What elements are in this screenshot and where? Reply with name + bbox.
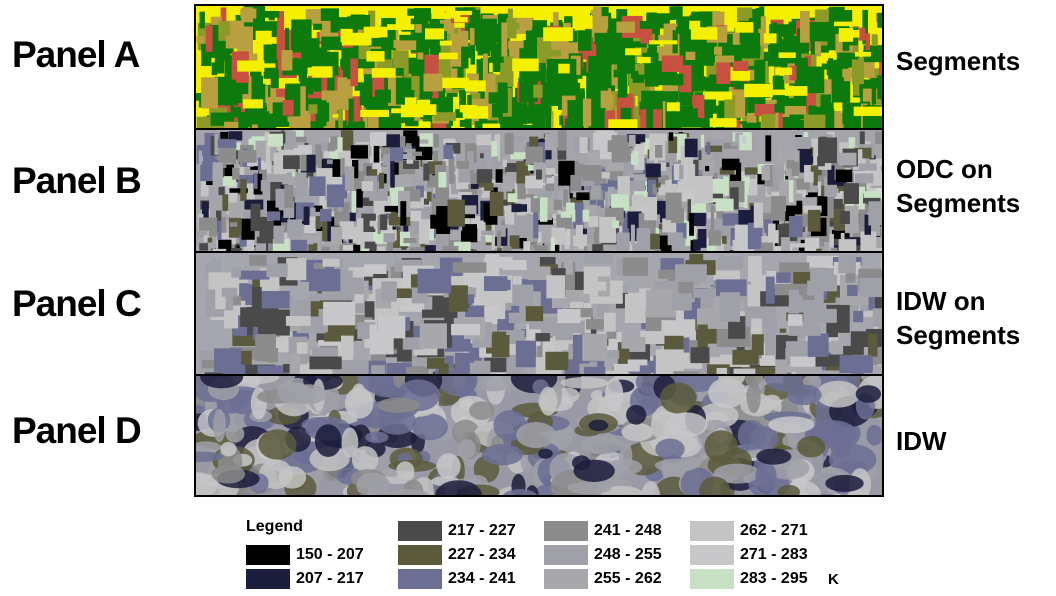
legend-range: 248 - 255 (594, 546, 662, 563)
legend-item: 271 - 283 (690, 544, 808, 566)
legend-item: 241 - 248 (544, 520, 662, 542)
legend-swatch (544, 521, 588, 541)
legend-item: 227 - 234 (398, 544, 516, 566)
legend-range: 262 - 271 (740, 522, 808, 539)
panel-b-description-line2: Segments (896, 188, 1021, 218)
legend-swatch (544, 569, 588, 589)
legend-range: 217 - 227 (448, 522, 516, 539)
legend-item: 248 - 255 (544, 544, 662, 566)
odc-raster (196, 130, 882, 251)
panel-b-description: ODC on Segments (896, 152, 1020, 220)
segments-raster (196, 6, 882, 128)
idw-segments-raster (196, 253, 882, 374)
panel-a-label: Panel A (12, 34, 140, 75)
legend-range: 283 - 295 (740, 570, 808, 587)
panel-c-description: IDW on Segments (896, 284, 1020, 352)
panel-a-description: Segments (896, 46, 1021, 76)
panel-divider (196, 374, 882, 376)
panel-b-map (196, 130, 882, 251)
panel-a-map (196, 6, 882, 128)
legend-range: 234 - 241 (448, 570, 516, 587)
legend-item: 207 - 217 (246, 568, 364, 590)
legend-swatch (246, 545, 290, 565)
panel-c-map (196, 253, 882, 374)
legend-range: 227 - 234 (448, 546, 516, 563)
legend-range: 207 - 217 (296, 570, 364, 587)
legend-swatch (246, 569, 290, 589)
legend-range: 241 - 248 (594, 522, 662, 539)
legend-swatch (690, 545, 734, 565)
panel-b-label: Panel B (12, 160, 142, 201)
panel-c-description-line1: IDW on (896, 286, 986, 316)
legend-item: 217 - 227 (398, 520, 516, 542)
panel-c-label: Panel C (12, 283, 142, 324)
panel-divider (196, 128, 882, 130)
legend-item: 150 - 207 (246, 544, 364, 566)
legend-item: 234 - 241 (398, 568, 516, 590)
legend-item: 262 - 271 (690, 520, 808, 542)
panel-divider (196, 251, 882, 253)
legend-item: 283 - 295 (690, 568, 808, 590)
legend-title: Legend (246, 518, 303, 535)
idw-raster (196, 376, 882, 495)
legend-swatch (690, 521, 734, 541)
legend-swatch (398, 545, 442, 565)
panel-b-description-line1: ODC on (896, 154, 993, 184)
legend-swatch (398, 569, 442, 589)
legend-range: 271 - 283 (740, 546, 808, 563)
map-frame (194, 4, 884, 497)
panel-d-map (196, 376, 882, 495)
panel-d-label: Panel D (12, 410, 142, 451)
legend-swatch (690, 569, 734, 589)
legend-item: 255 - 262 (544, 568, 662, 590)
legend-range: 255 - 262 (594, 570, 662, 587)
legend-range: 150 - 207 (296, 546, 364, 563)
panel-c-description-line2: Segments (896, 320, 1021, 350)
legend-swatch (398, 521, 442, 541)
legend-unit: K (828, 571, 839, 588)
panel-d-description: IDW (896, 426, 947, 456)
legend-swatch (544, 545, 588, 565)
